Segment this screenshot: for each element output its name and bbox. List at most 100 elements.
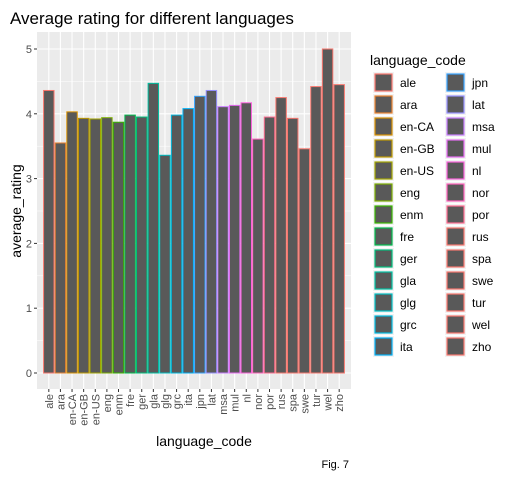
bar-tur bbox=[311, 87, 321, 373]
y-tick-label: 0 bbox=[26, 368, 32, 380]
x-tick-label: ita bbox=[183, 393, 195, 406]
bar-fre bbox=[125, 115, 135, 373]
bar-glg bbox=[160, 155, 170, 373]
bar-spa bbox=[288, 118, 298, 373]
x-tick-label: eng bbox=[102, 394, 114, 412]
legend-key-ita bbox=[375, 338, 392, 355]
x-tick-label: zho bbox=[334, 394, 346, 412]
legend-label-grc: grc bbox=[400, 318, 417, 332]
legend-key-fre bbox=[375, 228, 392, 245]
x-tick-label: lat bbox=[206, 394, 218, 406]
legend-label-eng: eng bbox=[400, 186, 420, 200]
bar-nor bbox=[253, 139, 263, 373]
legend-key-mul bbox=[447, 140, 464, 157]
x-tick-label: ger bbox=[137, 394, 149, 410]
x-tick-label: enm bbox=[114, 394, 126, 415]
legend-label-msa: msa bbox=[472, 120, 495, 134]
legend-key-en-US bbox=[375, 162, 392, 179]
legend-key-jpn bbox=[447, 74, 464, 91]
legend-label-enm: enm bbox=[400, 208, 423, 222]
x-tick-label: en-GB bbox=[79, 394, 91, 426]
x-tick-label: gla bbox=[148, 393, 160, 409]
legend-key-enm bbox=[375, 206, 392, 223]
legend-label-tur: tur bbox=[472, 296, 486, 310]
bar-en-US bbox=[90, 119, 100, 373]
legend-key-nor bbox=[447, 184, 464, 201]
x-axis-title: language_code bbox=[156, 433, 252, 449]
legend-label-en-US: en-US bbox=[400, 164, 434, 178]
legend-label-swe: swe bbox=[472, 274, 494, 288]
legend-key-grc bbox=[375, 316, 392, 333]
legend-key-lat bbox=[447, 96, 464, 113]
bar-wel bbox=[322, 49, 332, 373]
x-tick-label: swe bbox=[299, 394, 311, 414]
legend-label-en-CA: en-CA bbox=[400, 120, 434, 134]
x-axis-ticks: ale ara en-CA en-GB en-US eng enm fre ger gla glg g… bbox=[44, 389, 346, 426]
legend-label-nl: nl bbox=[472, 164, 481, 178]
legend-key-spa bbox=[447, 250, 464, 267]
legend-label-zho: zho bbox=[472, 340, 492, 354]
legend-key-ger bbox=[375, 250, 392, 267]
legend-label-ger: ger bbox=[400, 252, 417, 266]
bar-swe bbox=[299, 149, 309, 373]
x-tick-label: tur bbox=[311, 394, 323, 407]
legend-label-por: por bbox=[472, 208, 489, 222]
legend-label-ale: ale bbox=[400, 76, 416, 90]
x-tick-label: en-US bbox=[90, 394, 102, 425]
bar-enm bbox=[113, 122, 123, 373]
x-tick-label: msa bbox=[218, 393, 230, 415]
bar-eng bbox=[102, 118, 112, 373]
bar-rus bbox=[276, 98, 286, 373]
legend-label-rus: rus bbox=[472, 230, 489, 244]
bar-lat bbox=[206, 90, 216, 373]
legend-label-nor: nor bbox=[472, 186, 489, 200]
y-axis-title: average_rating bbox=[8, 164, 24, 257]
legend-key-eng bbox=[375, 184, 392, 201]
x-tick-label: ara bbox=[55, 393, 67, 410]
bar-en-GB bbox=[78, 118, 88, 373]
legend-key-tur bbox=[447, 294, 464, 311]
y-axis-ticks: 0 1 2 3 4 5 bbox=[26, 44, 37, 380]
bar-mul bbox=[229, 105, 239, 373]
legend-key-ale bbox=[375, 74, 392, 91]
bar-por bbox=[264, 117, 274, 373]
legend-key-nl bbox=[447, 162, 464, 179]
x-tick-label: ale bbox=[44, 394, 56, 409]
legend-key-swe bbox=[447, 272, 464, 289]
legend-label-ita: ita bbox=[400, 340, 413, 354]
legend-key-zho bbox=[447, 338, 464, 355]
figure-caption: Fig. 7 bbox=[321, 459, 349, 471]
legend-key-rus bbox=[447, 228, 464, 245]
x-tick-label: en-CA bbox=[67, 393, 79, 425]
bar-ita bbox=[183, 109, 193, 373]
legend-title: language_code bbox=[370, 52, 466, 68]
legend-key-en-CA bbox=[375, 118, 392, 135]
bar-ale bbox=[44, 90, 54, 373]
y-tick-label: 1 bbox=[26, 303, 32, 315]
legend-label-en-GB: en-GB bbox=[400, 142, 435, 156]
legend-label-mul: mul bbox=[472, 142, 491, 156]
legend-label-ara: ara bbox=[400, 98, 418, 112]
legend-key-gla bbox=[375, 272, 392, 289]
x-tick-label: jpn bbox=[195, 394, 207, 410]
x-tick-label: mul bbox=[230, 394, 242, 412]
x-tick-label: por bbox=[265, 394, 277, 410]
x-tick-label: wel bbox=[323, 394, 335, 412]
legend-key-en-GB bbox=[375, 140, 392, 157]
bar-msa bbox=[218, 107, 228, 373]
bar-nl bbox=[241, 103, 251, 373]
x-tick-label: glg bbox=[160, 394, 172, 409]
legend-label-gla: gla bbox=[400, 274, 416, 288]
bar-zho bbox=[334, 85, 344, 373]
chart-title: Average rating for different languages bbox=[10, 9, 294, 28]
legend-key-msa bbox=[447, 118, 464, 135]
legend-label-jpn: jpn bbox=[471, 76, 488, 90]
bar-ger bbox=[137, 117, 147, 373]
x-tick-label: rus bbox=[276, 394, 288, 410]
legend-label-spa: spa bbox=[472, 252, 492, 266]
legend-label-glg: glg bbox=[400, 296, 416, 310]
legend-label-lat: lat bbox=[472, 98, 485, 112]
bar-jpn bbox=[195, 96, 205, 373]
y-tick-label: 4 bbox=[26, 109, 32, 121]
